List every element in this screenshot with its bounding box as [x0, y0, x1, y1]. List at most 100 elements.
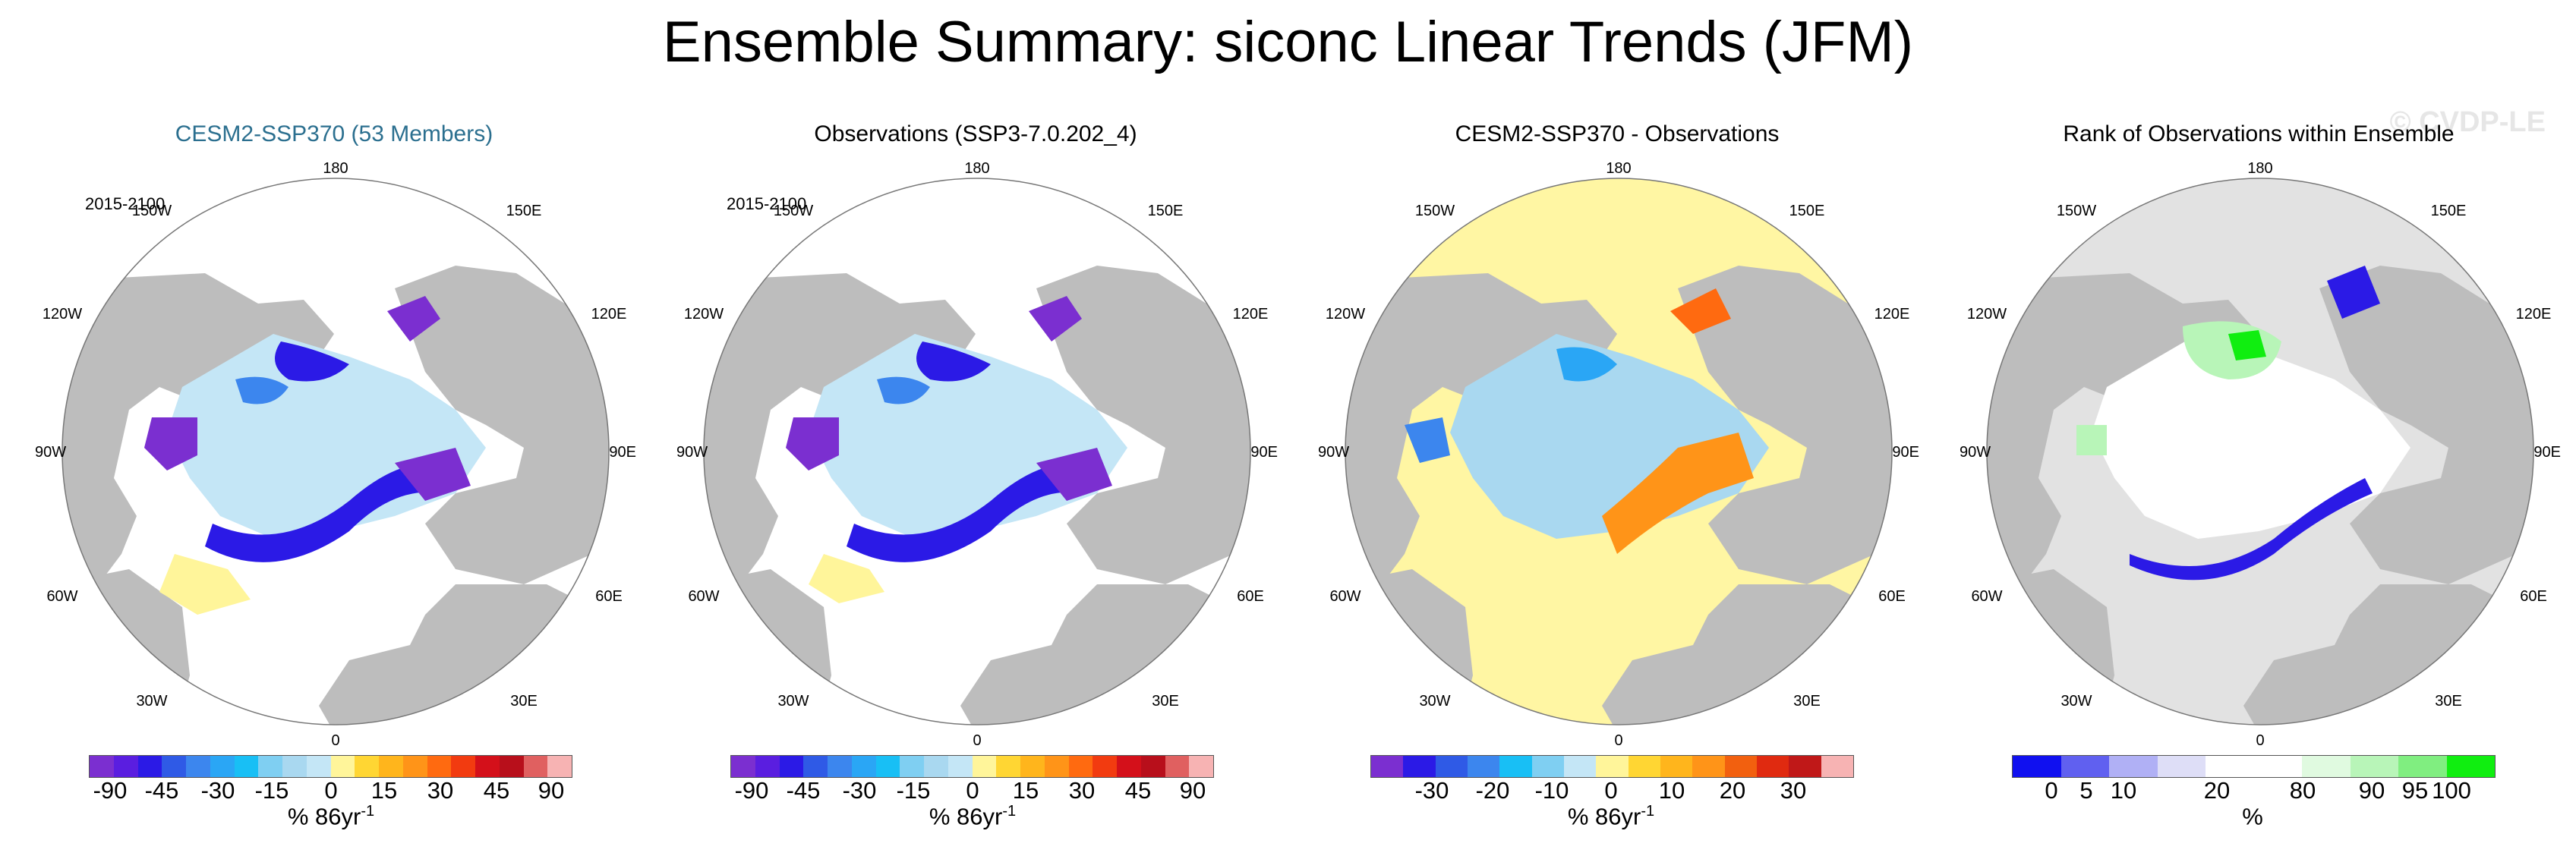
lon-label: 120E — [591, 306, 627, 323]
lon-label: 150W — [132, 203, 172, 219]
colorbar-swatch — [779, 756, 804, 777]
colorbar-swatch — [475, 756, 500, 777]
trend-hotspot — [877, 376, 930, 404]
lon-label: 150E — [506, 203, 542, 219]
colorbar-swatch — [1756, 756, 1789, 777]
lon-label: 120W — [43, 306, 82, 323]
trend-hotspot — [1029, 296, 1082, 341]
land-mass — [1036, 266, 1250, 584]
polar-map: 180 0 90W 90E 150W 120W 150E 120E 60W 30… — [35, 160, 636, 749]
colorbar-tick: 10 — [1658, 777, 1685, 804]
lon-label: 150W — [774, 203, 813, 219]
lon-label: 0 — [331, 732, 339, 749]
trend-hotspot — [205, 464, 456, 562]
colorbar-tick: -30 — [200, 777, 235, 804]
colorbar-swatch — [1596, 756, 1629, 777]
panel-title: CESM2-SSP370 (53 Members) — [175, 121, 493, 146]
colorbar-swatch — [803, 756, 828, 777]
colorbar-swatch — [234, 756, 259, 777]
panel-cesm2: CESM2-SSP370 (53 Members) 2015-2100 180 … — [30, 0, 638, 856]
lon-label: 180 — [323, 160, 348, 177]
lon-label: 60E — [1878, 588, 1906, 605]
colorbar-swatch — [1660, 756, 1693, 777]
lon-label: 30W — [136, 693, 167, 710]
sea-ice — [2092, 334, 2410, 539]
colorbar-tick: 20 — [1719, 777, 1746, 804]
lon-label: 150E — [2431, 203, 2467, 219]
panel-rank: Rank of Observations within Ensemble 180… — [1955, 0, 2562, 856]
colorbar-swatch — [1117, 756, 1141, 777]
colorbar-tick: 45 — [483, 777, 510, 804]
colorbar-swatch — [379, 756, 403, 777]
colorbar-tick: 0 — [1604, 777, 1618, 804]
colorbar-swatch — [355, 756, 379, 777]
colorbar-tick: 5 — [2079, 777, 2093, 804]
lon-label: 180 — [1606, 160, 1631, 177]
polar-map: 180 0 90W 90E 150W 120W 150E 120E 60W 30… — [676, 160, 1278, 749]
colorbar-tick: -20 — [1475, 777, 1510, 804]
lon-label: 30W — [1419, 693, 1450, 710]
colorbar-swatch — [306, 756, 331, 777]
colorbar-swatch — [2446, 756, 2495, 777]
colorbar-tick: 95 — [2401, 777, 2429, 804]
panel-difference: CESM2-SSP370 - Observations 180 0 90W 90… — [1313, 0, 1921, 856]
colorbar-swatch — [755, 756, 780, 777]
colorbar-tick: 30 — [427, 777, 454, 804]
colorbar-swatch — [1821, 756, 1853, 777]
lon-label: 150W — [1415, 203, 1455, 219]
panel-observations: Observations (SSP3-7.0.202_4) 2015-2100 … — [672, 0, 1279, 856]
lon-label: 90W — [1318, 444, 1349, 461]
colorbar-tick: 15 — [370, 777, 398, 804]
rank-hotspot — [2327, 266, 2380, 319]
colorbar-swatch — [523, 756, 548, 777]
lon-label: 120E — [2516, 306, 2552, 323]
lon-label: 120E — [1233, 306, 1269, 323]
lon-label: 150W — [2057, 203, 2096, 219]
colorbar-swatch — [2109, 756, 2158, 777]
polar-map: 180 0 90W 90E 150W 120W 150E 120E 60W 30… — [1960, 160, 2561, 749]
colorbar-swatch — [282, 756, 307, 777]
colorbar-swatch — [1189, 756, 1213, 777]
land-mass — [395, 266, 609, 584]
lon-label: 60W — [1971, 588, 2002, 605]
colorbar-swatch — [900, 756, 924, 777]
colorbar-swatch — [2157, 756, 2206, 777]
colorbar-tick: 90 — [538, 777, 565, 804]
trend-hotspot — [786, 417, 839, 470]
colorbar-tick: 45 — [1124, 777, 1152, 804]
colorbar-tick: 90 — [1179, 777, 1206, 804]
date-range: 2015-2100 — [727, 194, 807, 213]
colorbar-swatch — [1068, 756, 1093, 777]
trend-hotspot — [387, 296, 440, 341]
trend-hotspot — [916, 341, 991, 382]
colorbar-swatch — [1531, 756, 1564, 777]
lon-label: 120E — [1874, 306, 1910, 323]
lon-label: 0 — [1614, 732, 1622, 749]
colorbar-swatch — [1435, 756, 1468, 777]
colorbar-swatch — [924, 756, 948, 777]
colorbar-tick: 0 — [324, 777, 338, 804]
colorbar-swatch — [2013, 756, 2061, 777]
colorbar-tick: 10 — [2110, 777, 2137, 804]
lon-label: 60E — [2520, 588, 2547, 605]
trend-hotspot — [847, 464, 1097, 562]
colorbar-swatch — [1371, 756, 1404, 777]
colorbar-swatch — [1628, 756, 1660, 777]
colorbar-tick: 90 — [2358, 777, 2385, 804]
colorbar-tick: -90 — [93, 777, 128, 804]
colorbar-swatch — [1044, 756, 1069, 777]
colorbar-swatch — [402, 756, 427, 777]
colorbar-swatch — [1499, 756, 1532, 777]
lon-label: 0 — [973, 732, 981, 749]
colorbar-swatch — [851, 756, 876, 777]
rank-hotspot — [2228, 330, 2266, 360]
colorbar-swatch — [186, 756, 210, 777]
colorbar-tick: -10 — [1534, 777, 1569, 804]
colorbar-swatch — [2253, 756, 2302, 777]
lon-label: 150E — [1789, 203, 1825, 219]
colorbar-unit: % 86yr-1 — [929, 803, 1017, 830]
lon-label: 90E — [2533, 444, 2561, 461]
colorbar-swatch — [499, 756, 524, 777]
colorbar-swatch — [2398, 756, 2447, 777]
colorbar-swatch — [1724, 756, 1757, 777]
